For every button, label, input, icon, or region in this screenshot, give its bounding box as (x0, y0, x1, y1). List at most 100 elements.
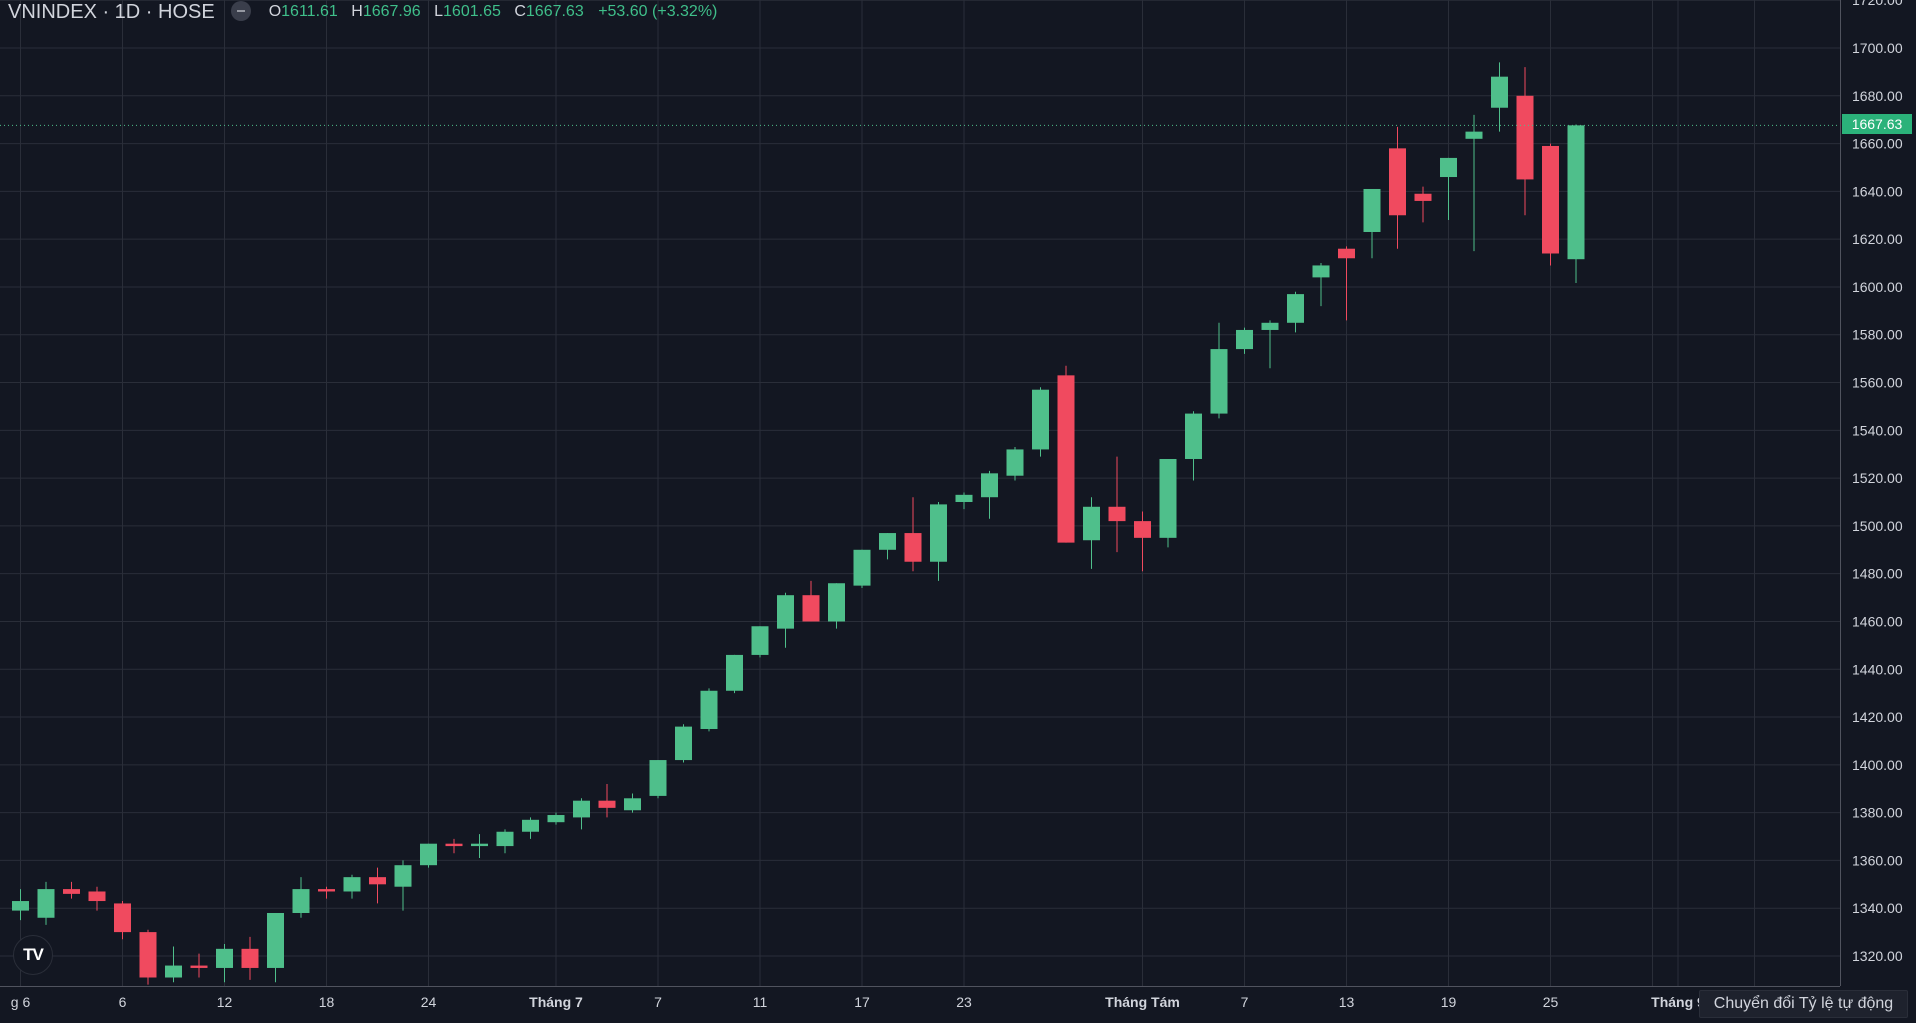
price-tick-label: 1720.00 (1852, 0, 1903, 8)
candle-body (496, 831, 514, 847)
price-tick-label: 1320.00 (1852, 948, 1903, 964)
price-tick-label: 1500.00 (1852, 518, 1903, 534)
candle-body (573, 800, 590, 818)
low-label: L (434, 3, 444, 20)
candle-body (1414, 193, 1432, 201)
candle-body (930, 504, 947, 562)
time-tick-label: 23 (956, 994, 972, 1010)
time-tick-label: 18 (319, 994, 335, 1010)
time-tick-label: 13 (1339, 994, 1355, 1010)
candle-body (1287, 294, 1304, 323)
candle-body (1389, 148, 1406, 216)
time-tick-label: Tháng 9 (1651, 994, 1705, 1010)
candle-body (292, 889, 310, 913)
price-tick-label: 1440.00 (1852, 661, 1903, 677)
auto-scale-button[interactable]: Chuyển đổi Tỷ lệ tự động (1699, 990, 1908, 1018)
candle-body (1159, 458, 1177, 538)
time-tick-label: 25 (1543, 994, 1559, 1010)
candle-body (1312, 265, 1330, 278)
candle-body (420, 843, 437, 866)
close-value: 1667.63 (525, 3, 584, 20)
last-price-label: 1667.63 (1842, 114, 1912, 134)
candle-body (649, 760, 667, 796)
candle-body (955, 494, 973, 502)
candles (12, 62, 1585, 985)
candle-body (1108, 506, 1126, 522)
candle-body (267, 912, 284, 968)
candle-body (700, 690, 718, 729)
time-tick-label: 19 (1441, 994, 1457, 1010)
candle-body (1567, 125, 1585, 260)
candle-body (1083, 506, 1100, 541)
candle-body (904, 533, 922, 562)
candle-body (216, 948, 233, 968)
candle-body (1236, 329, 1253, 350)
time-tick-label: Tháng Tám (1105, 994, 1180, 1010)
minus-circle-icon[interactable] (230, 1, 251, 21)
candle-body (1465, 131, 1483, 139)
price-tick-label: 1420.00 (1852, 709, 1903, 725)
candle-body (1261, 322, 1279, 330)
low-value: 1601.65 (443, 3, 501, 20)
candle-body (471, 843, 488, 847)
candle-body (853, 549, 871, 586)
candle-body (1491, 76, 1508, 108)
candle-body (879, 533, 896, 550)
time-tick-label: g 6 (11, 994, 31, 1010)
open-label: O (268, 3, 282, 20)
candle-body (114, 903, 131, 933)
price-tick-label: 1520.00 (1852, 470, 1903, 486)
candle-body (88, 891, 106, 902)
close-label: C (514, 3, 526, 20)
ohlc-values: O1611.61 H1667.96 L1601.65 C1667.63 +53.… (269, 3, 718, 21)
candle-body (343, 877, 361, 892)
candle-body (445, 843, 463, 847)
candle-body (190, 965, 208, 968)
candle-body (241, 948, 259, 968)
time-tick-label: 12 (217, 994, 233, 1010)
price-tick-label: 1580.00 (1852, 327, 1903, 343)
candle-body (1338, 248, 1355, 259)
candle-body (624, 798, 641, 811)
time-tick-label: Tháng 7 (529, 994, 583, 1010)
candle-body (1210, 349, 1228, 414)
price-tick-label: 1480.00 (1852, 566, 1903, 582)
time-tick-label: 6 (119, 994, 127, 1010)
candle-body (1057, 375, 1075, 543)
candle-body (751, 626, 769, 655)
candle-body (12, 901, 29, 911)
price-tick-label: 1360.00 (1852, 852, 1903, 868)
time-tick-label: 7 (654, 994, 662, 1010)
time-tick-label: 17 (854, 994, 870, 1010)
change-value: +53.60 (+3.32%) (598, 3, 718, 20)
candle-body (1440, 157, 1457, 178)
candle-body (522, 819, 539, 832)
candle-body (802, 595, 820, 622)
candle-body (1516, 95, 1534, 180)
price-tick-label: 1400.00 (1852, 757, 1903, 773)
candle-body (63, 889, 80, 894)
candle-body (675, 726, 692, 761)
price-tick-label: 1560.00 (1852, 375, 1903, 391)
candle-body (1185, 413, 1202, 459)
candle-body (369, 877, 386, 885)
price-tick-label: 1660.00 (1852, 136, 1903, 152)
price-tick-label: 1680.00 (1852, 88, 1903, 104)
candle-body (1542, 145, 1559, 254)
candle-body (394, 865, 412, 887)
symbol-legend: VNINDEX · 1D · HOSE O1611.61 H1667.96 L1… (8, 0, 717, 24)
candle-body (726, 654, 743, 691)
price-axis-bg (1840, 0, 1916, 1023)
tradingview-logo-icon[interactable]: TV (13, 935, 53, 975)
grid-lines (0, 0, 1857, 986)
candle-body (1134, 521, 1151, 538)
candle-body (777, 595, 794, 629)
open-value: 1611.61 (281, 3, 338, 20)
price-tick-label: 1540.00 (1852, 422, 1903, 438)
price-tick-label: 1640.00 (1852, 183, 1903, 199)
symbol-title[interactable]: VNINDEX · 1D · HOSE (8, 0, 215, 23)
price-tick-label: 1380.00 (1852, 805, 1903, 821)
